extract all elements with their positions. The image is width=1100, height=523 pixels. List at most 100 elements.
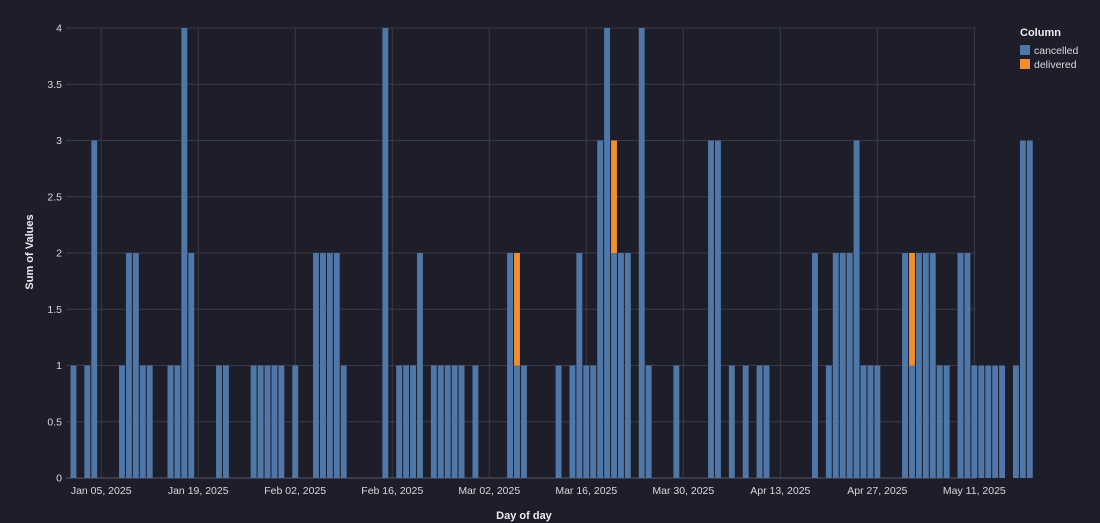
bar-cancelled (569, 365, 576, 478)
bar-cancelled (437, 365, 444, 478)
bar-cancelled (936, 365, 943, 478)
bar-cancelled (624, 253, 631, 478)
bar-cancelled (278, 365, 285, 478)
bar-cancelled (853, 140, 860, 478)
bar-cancelled (999, 365, 1006, 478)
bar-cancelled (333, 253, 340, 478)
bar-cancelled (403, 365, 410, 478)
bar-cancelled (971, 365, 978, 478)
bar-cancelled (84, 365, 91, 478)
bar-cancelled (617, 253, 624, 478)
legend-title: Column (1020, 27, 1061, 39)
bar-cancelled (915, 253, 922, 478)
bars (70, 28, 1033, 478)
x-tick-label: Feb 02, 2025 (264, 485, 326, 497)
y-tick-label: 2.5 (47, 191, 62, 203)
bar-cancelled (250, 365, 257, 478)
bar-cancelled (909, 365, 915, 478)
bar-cancelled (146, 365, 153, 478)
bar-cancelled (846, 253, 853, 478)
bar-cancelled (70, 365, 77, 478)
bar-cancelled (839, 253, 846, 478)
bar-cancelled (922, 253, 929, 478)
bar-cancelled (1026, 140, 1033, 478)
x-axis-title: Day of day (496, 510, 553, 522)
bar-cancelled (597, 140, 604, 478)
bar-cancelled (902, 253, 909, 478)
bar-cancelled (728, 365, 735, 478)
bar-delivered (611, 140, 617, 253)
bar-cancelled (472, 365, 479, 478)
bar-cancelled (590, 365, 597, 478)
bar-cancelled (410, 365, 416, 478)
bar-cancelled (763, 365, 770, 478)
bar-cancelled (91, 140, 98, 478)
bar-cancelled (216, 365, 222, 478)
bar-cancelled (964, 253, 971, 478)
bar-cancelled (583, 365, 590, 478)
bar-cancelled (174, 365, 181, 478)
bar-cancelled (708, 140, 714, 478)
y-tick-label: 3.5 (47, 79, 62, 91)
x-tick-label: Jan 19, 2025 (168, 485, 229, 497)
bar-cancelled (507, 253, 514, 478)
x-tick-label: Feb 16, 2025 (361, 485, 423, 497)
bar-cancelled (985, 365, 992, 478)
x-tick-label: Jan 05, 2025 (71, 485, 132, 497)
bar-cancelled (874, 365, 881, 478)
y-tick-label: 0.5 (47, 416, 62, 428)
bar-cancelled (957, 253, 964, 478)
bar-cancelled (132, 253, 139, 478)
x-tick-label: Mar 16, 2025 (555, 485, 617, 497)
bar-cancelled (812, 253, 818, 478)
bar-cancelled (430, 365, 437, 478)
bar-cancelled (292, 365, 299, 478)
x-tick-label: Apr 27, 2025 (847, 485, 907, 497)
bar-cancelled (167, 365, 174, 478)
bar-cancelled (222, 365, 229, 478)
legend: Column cancelled delivered (1020, 27, 1079, 71)
y-axis-ticks: 0 0.5 1 1.5 2 2.5 3 3.5 4 (47, 23, 62, 485)
bar-cancelled (181, 28, 188, 478)
bar-cancelled (520, 365, 527, 478)
bar-cancelled (992, 365, 999, 478)
y-tick-label: 1.5 (47, 304, 62, 316)
legend-label-cancelled: cancelled (1034, 45, 1079, 57)
bar-cancelled (611, 253, 617, 478)
bar-cancelled (514, 365, 520, 478)
x-tick-label: Mar 02, 2025 (458, 485, 520, 497)
bar-cancelled (756, 365, 763, 478)
bar-delivered (909, 253, 915, 366)
y-tick-label: 0 (56, 473, 62, 485)
bar-cancelled (645, 365, 652, 478)
bar-cancelled (458, 365, 465, 478)
y-tick-label: 1 (56, 360, 62, 372)
bar-cancelled (673, 365, 680, 478)
x-tick-label: Mar 30, 2025 (652, 485, 714, 497)
bar-cancelled (1012, 365, 1019, 478)
bar-cancelled (604, 28, 611, 478)
bar-cancelled (576, 253, 583, 478)
bar-cancelled (271, 365, 278, 478)
y-axis-title: Sum of Values (24, 214, 36, 289)
bar-cancelled (742, 365, 749, 478)
bar-cancelled (451, 365, 458, 478)
bar-cancelled (867, 365, 874, 478)
bar-cancelled (319, 253, 326, 478)
grid (66, 27, 976, 479)
legend-swatch-delivered (1020, 59, 1030, 69)
bar-cancelled (555, 365, 562, 478)
bar-cancelled (382, 28, 389, 478)
bar-cancelled (326, 253, 333, 478)
bar-cancelled (139, 365, 146, 478)
bar-cancelled (125, 253, 132, 478)
legend-label-delivered: delivered (1034, 59, 1077, 71)
bar-cancelled (313, 253, 319, 478)
bar-cancelled (340, 365, 347, 478)
bar-cancelled (943, 365, 950, 478)
y-tick-label: 4 (56, 23, 62, 35)
bar-cancelled (929, 253, 936, 478)
y-tick-label: 2 (56, 248, 62, 260)
bar-cancelled (1019, 140, 1026, 478)
